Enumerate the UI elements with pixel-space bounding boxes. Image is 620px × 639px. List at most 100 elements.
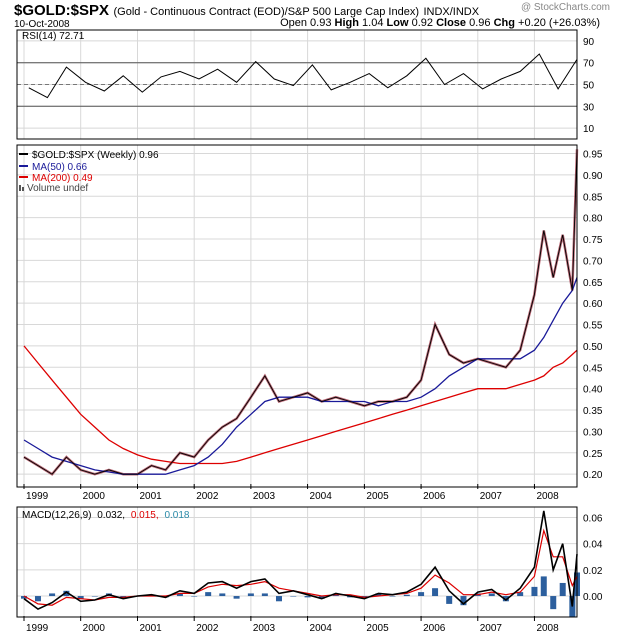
ma50-line	[23, 277, 578, 475]
macd-hist-bar	[318, 596, 325, 599]
price-tick-label: 0.35	[583, 406, 603, 417]
macd-hist-bar	[49, 593, 56, 597]
open-label: Open	[280, 17, 307, 29]
ma200-legend: MA(200) 0.49	[32, 173, 93, 184]
ma200-legend-swatch	[19, 176, 28, 178]
macd-line	[23, 510, 578, 611]
macd-hist-bar	[176, 593, 183, 597]
price-tick-label: 0.30	[583, 427, 603, 438]
x-tick-label: 2007	[480, 623, 503, 634]
rsi-tick-label: 70	[583, 59, 595, 70]
price-x-axis: 1999 2000 2001 2002 2003 2004 2005 2006 2007 2008	[23, 484, 559, 502]
rsi-frame	[16, 29, 578, 140]
macd-hist-bar	[517, 592, 524, 597]
ma50-legend: MA(50) 0.66	[32, 162, 87, 173]
rsi-line	[28, 53, 578, 99]
ticker-description: (Gold - Continuous Contract (EOD)/S&P 50…	[113, 6, 419, 18]
macd-hist-bar	[559, 582, 566, 597]
macd-hist-bar	[261, 593, 268, 597]
macd-hist-bar	[34, 596, 41, 602]
macd-hist-bar	[531, 586, 538, 597]
macd-tick-label: 0.06	[583, 513, 603, 524]
price-legend-swatch	[19, 153, 28, 155]
volume-icon	[19, 185, 21, 191]
low-value: 0.92	[411, 17, 434, 29]
x-tick-label: 2003	[253, 623, 276, 634]
price-tick-label: 0.55	[583, 321, 603, 332]
macd-hist-bar	[403, 594, 410, 597]
macd-legend-hist: 0.018	[164, 510, 189, 521]
macd-hist-bar	[290, 596, 297, 597]
x-tick-label: 1999	[26, 491, 49, 502]
macd-hist-bar	[361, 596, 368, 598]
macd-hist-bar	[205, 592, 212, 597]
price-tick-label: 0.65	[583, 278, 603, 289]
price-tick-label: 0.90	[583, 171, 603, 182]
rsi-tick-label: 50	[583, 81, 595, 92]
x-tick-label: 2004	[310, 491, 333, 502]
macd-hist-bar	[247, 593, 254, 597]
macd-legend-signal: 0.015,	[131, 510, 159, 521]
x-tick-label: 2006	[423, 623, 446, 634]
macd-hist-bar	[540, 576, 547, 597]
rsi-legend: RSI(14) 72.71	[22, 31, 85, 42]
price-tick-label: 0.80	[583, 214, 603, 225]
high-label: High	[334, 17, 359, 29]
rsi-tick-label: 90	[583, 37, 595, 48]
macd-x-axis: 1999 2000 2001 2002 2003 2004 2005 2006 2007 2008	[23, 616, 559, 634]
rsi-panel: 90 70 50 30 10	[16, 29, 595, 140]
macd-legend-value: 0.032,	[97, 510, 125, 521]
x-tick-label: 2008	[536, 491, 559, 502]
macd-hist-bar	[446, 596, 453, 604]
macd-hist-bar	[219, 593, 226, 597]
macd-hist-bar	[304, 596, 311, 598]
x-tick-label: 2003	[253, 491, 276, 502]
price-shadow	[23, 149, 579, 476]
macd-hist-bar	[418, 592, 425, 597]
x-tick-label: 2001	[140, 491, 163, 502]
macd-hist-bar	[488, 593, 495, 597]
x-tick-label: 2007	[480, 491, 503, 502]
price-tick-label: 0.45	[583, 363, 603, 374]
macd-hist-bar	[63, 590, 70, 597]
ohlc-readout: Open 0.93 High 1.04 Low 0.92 Close 0.96 …	[280, 17, 600, 29]
chart-title: $GOLD:$SPX (Gold - Continuous Contract (…	[14, 2, 479, 20]
x-tick-label: 2005	[366, 491, 389, 502]
chg-value: +0.20 (+26.03%)	[518, 17, 600, 29]
ma50-legend-swatch	[19, 165, 28, 167]
macd-hist-bar	[432, 588, 439, 597]
price-panel: 0.95 0.90 0.85 0.80 0.75 0.70 0.65 0.60 0.55 0.50…	[16, 144, 603, 488]
macd-hist-bar	[550, 596, 557, 610]
price-legend: $GOLD:$SPX (Weekly) 0.96	[32, 150, 159, 161]
rsi-tick-label: 10	[583, 124, 595, 135]
ticker-symbol: $GOLD:$SPX	[14, 2, 110, 19]
macd-hist-bar	[91, 596, 98, 597]
macd-tick-label: 0.00	[583, 592, 603, 603]
macd-hist-bar	[120, 596, 127, 598]
price-tick-label: 0.50	[583, 342, 603, 353]
exchange-label: INDX/INDX	[423, 6, 480, 18]
macd-hist-bar	[275, 596, 282, 602]
macd-hist-bar	[20, 596, 27, 599]
x-tick-label: 2000	[83, 491, 106, 502]
macd-hist-bar	[77, 596, 84, 599]
price-tick-label: 0.95	[583, 150, 603, 161]
macd-hist-bar	[191, 596, 198, 597]
price-tick-label: 0.20	[583, 470, 603, 481]
volume-legend: Volume undef	[27, 183, 88, 194]
x-tick-label: 2006	[423, 491, 446, 502]
macd-legend-prefix: MACD(12,26,9)	[22, 510, 91, 521]
price-line	[23, 149, 578, 475]
macd-hist-bar	[502, 596, 509, 602]
x-tick-label: 2001	[140, 623, 163, 634]
macd-legend: MACD(12,26,9) 0.032, 0.015, 0.018	[22, 510, 190, 521]
price-tick-label: 0.25	[583, 449, 603, 460]
chg-label: Chg	[493, 17, 515, 29]
macd-hist-bar	[460, 596, 467, 606]
x-tick-label: 1999	[26, 623, 49, 634]
rsi-tick-label: 30	[583, 102, 595, 113]
x-tick-label: 2005	[366, 623, 389, 634]
price-tick-label: 0.40	[583, 385, 603, 396]
chart-date: 10-Oct-2008	[14, 19, 70, 30]
price-tick-label: 0.75	[583, 235, 603, 246]
